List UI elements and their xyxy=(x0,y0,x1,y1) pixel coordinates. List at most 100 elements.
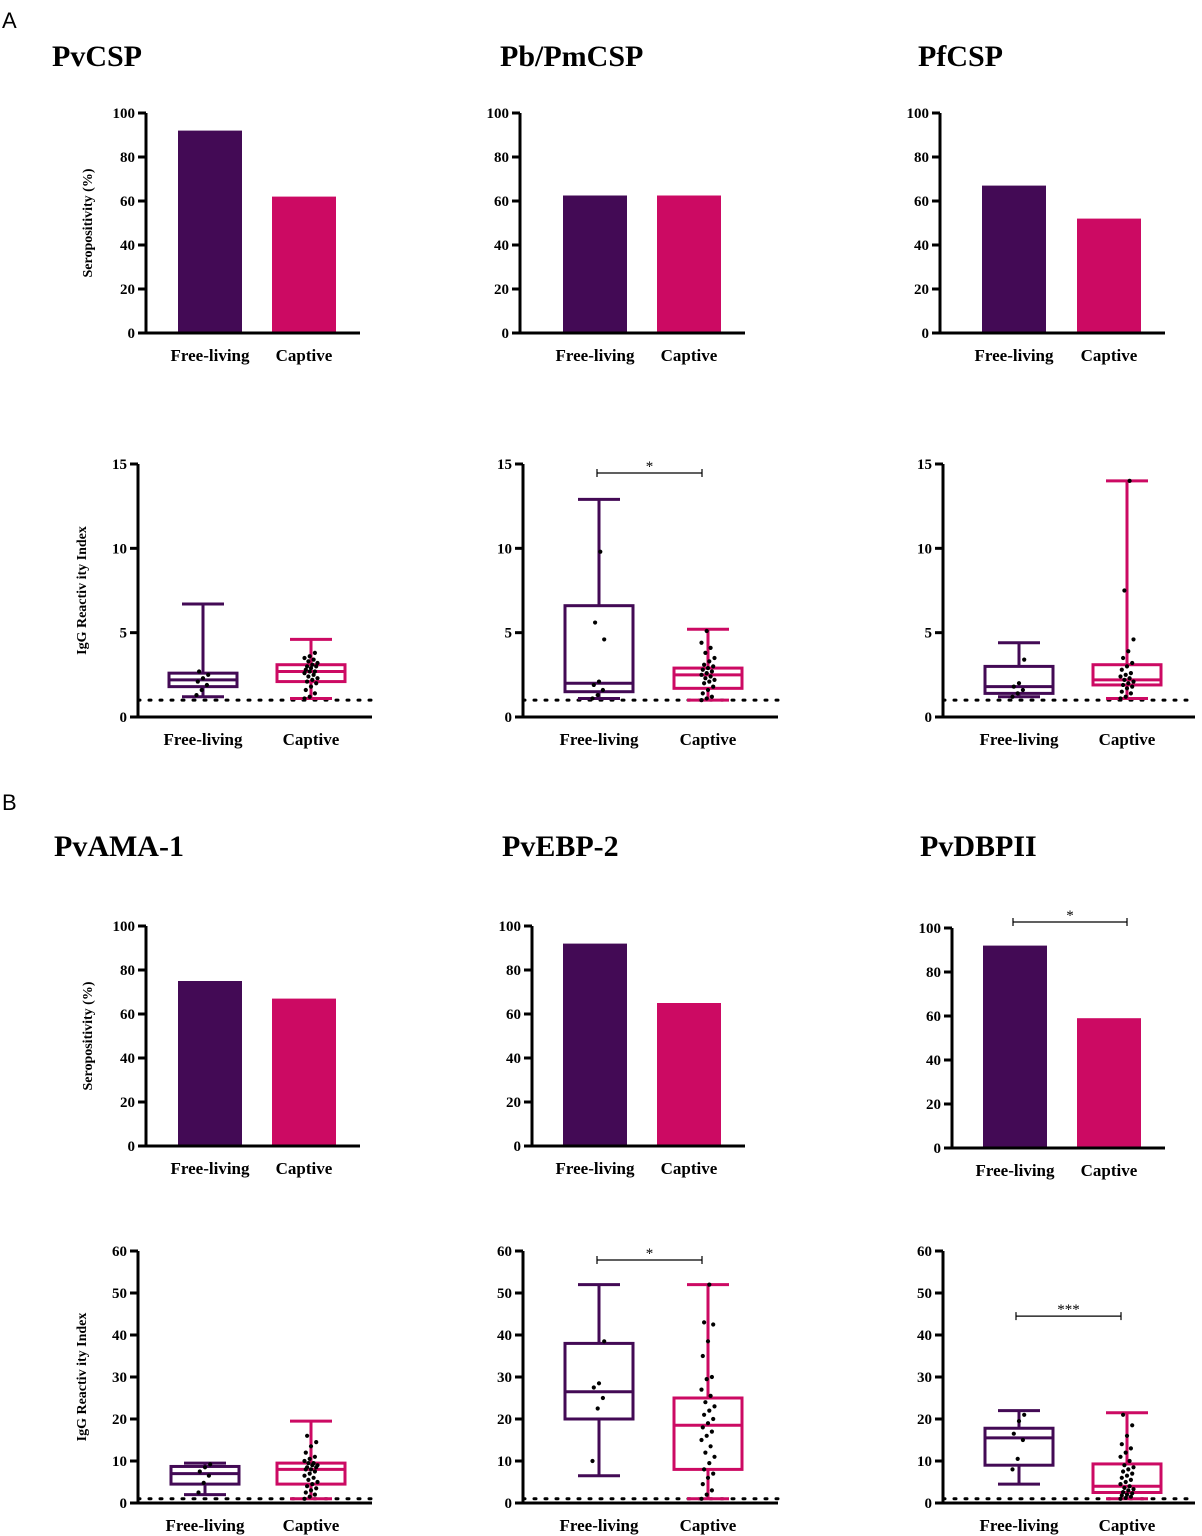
data-point-captive xyxy=(711,684,716,689)
data-point-captive xyxy=(1124,1433,1130,1438)
data-point-free-living xyxy=(202,1465,208,1470)
y-tick-label: 80 xyxy=(914,150,929,166)
data-point-captive xyxy=(307,669,312,674)
data-point-captive xyxy=(704,696,709,701)
data-point-captive xyxy=(1122,1463,1127,1468)
data-point-captive xyxy=(1130,1471,1135,1476)
data-point-captive xyxy=(699,698,704,703)
y-tick-label: 100 xyxy=(907,106,930,122)
pvcsp-bar-chart: PvCSP 0 20 40 60 80 100 Free-living Captive Serop… xyxy=(52,40,360,365)
x-category-label: Free-living xyxy=(556,1159,635,1178)
bar-free-living xyxy=(563,943,627,1146)
data-point-captive xyxy=(702,1320,707,1325)
data-point-captive xyxy=(712,1404,717,1409)
data-point-captive xyxy=(1128,671,1133,676)
data-point-captive xyxy=(709,1429,715,1434)
data-point-captive xyxy=(709,1488,715,1493)
y-tick-label: 100 xyxy=(113,106,136,122)
data-point-free-living xyxy=(1016,1419,1022,1424)
data-point-captive xyxy=(306,1461,311,1466)
y-tick-label: 10 xyxy=(917,1454,932,1470)
data-point-captive xyxy=(709,669,715,674)
data-point-captive xyxy=(307,654,312,659)
data-point-captive xyxy=(1118,1496,1123,1501)
data-point-captive xyxy=(1127,676,1132,681)
bar-free-living xyxy=(178,130,242,333)
y-tick-label: 80 xyxy=(120,150,135,166)
pvama1-box-chart: 0 10 20 30 40 50 60 Free-living Captive IgG React… xyxy=(75,1244,374,1535)
bar-free-living xyxy=(178,981,242,1146)
y-tick-label: 15 xyxy=(497,457,512,473)
x-category-label: Captive xyxy=(1081,1161,1138,1180)
data-point-captive xyxy=(1119,1493,1124,1498)
data-point-captive xyxy=(1124,686,1130,691)
y-tick-label: 20 xyxy=(494,282,509,298)
data-point-captive xyxy=(700,667,705,672)
data-point-free-living xyxy=(591,682,596,688)
data-point-captive xyxy=(302,671,307,676)
x-category-label: Free-living xyxy=(164,730,243,749)
y-tick-label: 60 xyxy=(120,1007,135,1023)
data-point-captive xyxy=(704,628,709,634)
data-point-free-living xyxy=(194,692,199,698)
data-point-captive xyxy=(308,665,314,671)
data-point-captive xyxy=(305,1433,310,1438)
y-tick-label: 5 xyxy=(120,626,128,642)
y-tick-label: 10 xyxy=(917,541,932,557)
data-point-captive xyxy=(708,1444,713,1449)
y-tick-label: 0 xyxy=(502,326,510,342)
y-tick-label: 0 xyxy=(120,710,128,726)
panel-letter-b: B xyxy=(2,790,17,815)
data-point-captive xyxy=(1124,1492,1130,1497)
x-category-label: Captive xyxy=(680,730,737,749)
y-tick-label: 0 xyxy=(128,326,136,342)
data-point-free-living xyxy=(1010,1467,1015,1472)
data-point-captive xyxy=(1128,691,1133,696)
y-tick-label: 0 xyxy=(120,1496,128,1512)
bar-captive xyxy=(1077,218,1141,333)
y-tick-label: 40 xyxy=(494,238,509,254)
data-point-captive xyxy=(314,1486,319,1491)
data-point-captive xyxy=(311,672,316,677)
data-point-free-living xyxy=(590,696,595,701)
data-point-captive xyxy=(704,1492,709,1497)
data-point-free-living xyxy=(602,1339,607,1344)
data-point-captive xyxy=(708,1393,713,1398)
y-tick-label: 60 xyxy=(914,194,929,210)
y-tick-label: 40 xyxy=(120,1051,135,1067)
data-point-captive xyxy=(1126,1488,1131,1493)
data-point-captive xyxy=(1124,664,1130,669)
data-point-captive xyxy=(1119,1475,1124,1480)
data-point-captive xyxy=(712,1454,717,1459)
data-point-free-living xyxy=(1011,1431,1016,1436)
x-category-label: Captive xyxy=(1099,730,1156,749)
data-point-captive xyxy=(700,1353,705,1359)
data-point-free-living xyxy=(1022,1412,1027,1417)
bar-captive xyxy=(657,195,721,333)
y-tick-label: 0 xyxy=(505,710,513,726)
data-point-captive xyxy=(307,694,312,699)
data-point-free-living xyxy=(1016,681,1022,686)
data-point-captive xyxy=(1118,696,1123,701)
data-point-captive xyxy=(1127,1458,1132,1464)
data-point-captive xyxy=(711,1471,716,1476)
data-point-captive xyxy=(1123,672,1128,677)
data-point-captive xyxy=(1122,1485,1127,1490)
y-tick-label: 0 xyxy=(128,1139,136,1155)
data-point-captive xyxy=(705,687,711,693)
data-point-free-living xyxy=(1022,657,1027,662)
data-point-captive xyxy=(311,1461,316,1466)
data-point-free-living xyxy=(596,1381,602,1386)
data-point-captive xyxy=(310,677,315,682)
x-category-label: Captive xyxy=(276,346,333,365)
data-point-captive xyxy=(306,659,311,664)
y-tick-label: 60 xyxy=(120,194,135,210)
y-tick-label: 100 xyxy=(487,106,510,122)
y-tick-label: 0 xyxy=(922,326,930,342)
data-point-captive xyxy=(711,664,716,669)
bar-free-living xyxy=(563,195,627,333)
data-point-free-living xyxy=(199,687,204,693)
y-tick-label: 20 xyxy=(120,282,135,298)
data-point-free-living xyxy=(197,1469,202,1474)
data-point-captive xyxy=(1121,1412,1126,1417)
